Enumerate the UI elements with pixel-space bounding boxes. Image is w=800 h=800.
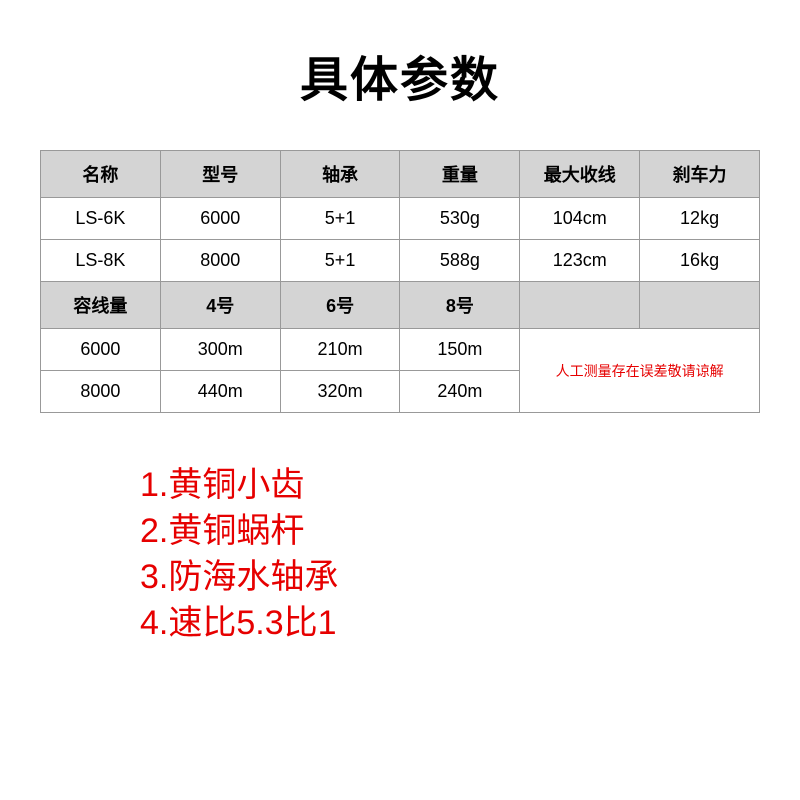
empty-cell bbox=[520, 282, 640, 329]
cell: 210m bbox=[280, 329, 400, 371]
page-title: 具体参数 bbox=[40, 40, 760, 110]
col-size8: 8号 bbox=[400, 282, 520, 329]
cell: 530g bbox=[400, 198, 520, 240]
cell: 5+1 bbox=[280, 240, 400, 282]
col-capacity: 容线量 bbox=[41, 282, 161, 329]
cell: 16kg bbox=[640, 240, 760, 282]
cell: 320m bbox=[280, 371, 400, 413]
specs-table: 名称 型号 轴承 重量 最大收线 刹车力 LS-6K 6000 5+1 530g… bbox=[40, 150, 760, 413]
table-row: LS-8K 8000 5+1 588g 123cm 16kg bbox=[41, 240, 760, 282]
table-subheader-row: 容线量 4号 6号 8号 bbox=[41, 282, 760, 329]
feature-item: 1.黄铜小齿 bbox=[140, 463, 760, 509]
cell: 12kg bbox=[640, 198, 760, 240]
col-maxline: 最大收线 bbox=[520, 151, 640, 198]
cell: 300m bbox=[160, 329, 280, 371]
col-size6: 6号 bbox=[280, 282, 400, 329]
cell: 240m bbox=[400, 371, 520, 413]
cell: 5+1 bbox=[280, 198, 400, 240]
col-weight: 重量 bbox=[400, 151, 520, 198]
col-name: 名称 bbox=[41, 151, 161, 198]
cell: 104cm bbox=[520, 198, 640, 240]
measurement-note: 人工测量存在误差敬请谅解 bbox=[520, 329, 760, 413]
cell: 6000 bbox=[160, 198, 280, 240]
cell: 588g bbox=[400, 240, 520, 282]
feature-list: 1.黄铜小齿 2.黄铜蜗杆 3.防海水轴承 4.速比5.3比1 bbox=[140, 463, 760, 647]
col-size4: 4号 bbox=[160, 282, 280, 329]
cell: 8000 bbox=[160, 240, 280, 282]
table-header-row: 名称 型号 轴承 重量 最大收线 刹车力 bbox=[41, 151, 760, 198]
cell: 123cm bbox=[520, 240, 640, 282]
cell: LS-6K bbox=[41, 198, 161, 240]
cell: LS-8K bbox=[41, 240, 161, 282]
table-row: 6000 300m 210m 150m 人工测量存在误差敬请谅解 bbox=[41, 329, 760, 371]
col-brake: 刹车力 bbox=[640, 151, 760, 198]
table-row: LS-6K 6000 5+1 530g 104cm 12kg bbox=[41, 198, 760, 240]
cell: 8000 bbox=[41, 371, 161, 413]
cell: 150m bbox=[400, 329, 520, 371]
cell: 440m bbox=[160, 371, 280, 413]
feature-item: 3.防海水轴承 bbox=[140, 555, 760, 601]
feature-item: 2.黄铜蜗杆 bbox=[140, 509, 760, 555]
empty-cell bbox=[640, 282, 760, 329]
cell: 6000 bbox=[41, 329, 161, 371]
col-model: 型号 bbox=[160, 151, 280, 198]
feature-item: 4.速比5.3比1 bbox=[140, 601, 760, 647]
specs-container: 具体参数 名称 型号 轴承 重量 最大收线 刹车力 LS-6K 6000 5+1… bbox=[0, 0, 800, 647]
col-bearing: 轴承 bbox=[280, 151, 400, 198]
